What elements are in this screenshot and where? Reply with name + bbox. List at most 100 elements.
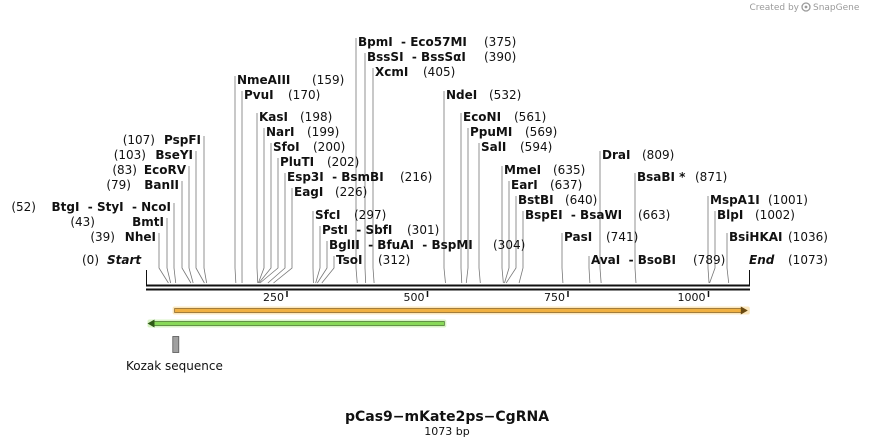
site-leader-sali — [478, 143, 481, 284]
site-position-nhei: (39) — [90, 230, 115, 244]
site-name-banii: BanII — [144, 178, 179, 192]
site-name-ecorv: EcoRV — [144, 163, 187, 177]
site-position-btgi-styi-ncoi: (52) — [11, 200, 36, 214]
features — [147, 306, 750, 353]
ruler: 250 500 750 1000 — [263, 291, 710, 304]
dna-backbone — [146, 270, 750, 291]
site-name-eari: EarI — [511, 178, 538, 192]
site-leader-nari — [257, 128, 265, 284]
site-position-ndei: (532) — [489, 88, 521, 102]
site-leader-bsssi-bsss-i — [364, 53, 367, 284]
site-name-esp3i-bsmbi: Esp3I - BsmBI — [287, 170, 384, 184]
site-position-esp3i-bsmbi: (216) — [400, 170, 432, 184]
site-leader-ppumi — [465, 128, 469, 284]
site-name-drai: DraI — [602, 148, 630, 162]
site-name-avai-bsobi: AvaI - BsoBI — [591, 253, 676, 267]
snapgene-logo-icon — [801, 2, 811, 12]
site-name-bstbi: BstBI — [518, 193, 554, 207]
site-leader-psti-sbfi — [315, 226, 321, 284]
site-leader-pluti — [259, 158, 279, 284]
site-name-bmti: BmtI — [132, 215, 164, 229]
site-name-bseyi: BseYI — [155, 148, 193, 162]
site-name-pvui: PvuI — [244, 88, 274, 102]
site-position-kasi: (198) — [300, 110, 332, 124]
site-position-nmeaiii: (159) — [312, 73, 344, 87]
ruler-tick-label: 1000 — [677, 291, 705, 304]
site-leader-esp3i-bsmbi — [267, 173, 286, 284]
site-leader-nhei — [158, 233, 169, 284]
site-leader-lines — [158, 38, 730, 284]
site-position-avai-bsobi: (789) — [693, 253, 725, 267]
start-label: Start — [107, 253, 142, 267]
orange-feature-bar — [174, 308, 743, 313]
site-leader-bglii-bfuai-bspmi — [317, 241, 328, 284]
watermark-brand: SnapGene — [813, 3, 860, 13]
site-position-drai: (809) — [642, 148, 674, 162]
sequence-length: 1073 bp — [424, 425, 469, 438]
site-position-sfoi: (200) — [313, 140, 345, 154]
site-name-psti-sbfi: PstI - SbfI — [322, 223, 392, 237]
site-position-pasi: (741) — [606, 230, 638, 244]
site-leader-blpi — [709, 211, 716, 284]
site-position-pluti: (202) — [327, 155, 359, 169]
site-leader-drai — [599, 151, 602, 284]
site-leader-bmti — [166, 218, 172, 284]
site-leader-ndei — [443, 91, 446, 284]
site-leader-ecorv — [188, 166, 194, 284]
site-position-mmei: (635) — [553, 163, 585, 177]
site-position-tsoi: (312) — [378, 253, 410, 267]
ruler-tick-label: 500 — [403, 291, 424, 304]
site-leader-nmeaiii — [234, 76, 237, 284]
site-position-eagi: (226) — [335, 185, 367, 199]
site-name-pasi: PasI — [564, 230, 592, 244]
end-position: (1073) — [788, 253, 828, 267]
site-name-mspa1i: MspA1I — [710, 193, 760, 207]
site-leader-econi — [460, 113, 463, 284]
site-position-ecorv: (83) — [112, 163, 137, 177]
green-feature-arrow — [147, 319, 155, 328]
site-position-bsihkai: (1036) — [788, 230, 828, 244]
watermark-prefix: Created by — [749, 3, 799, 13]
site-position-bstbi: (640) — [565, 193, 597, 207]
site-name-econi: EcoNI — [463, 110, 501, 124]
site-name-pluti: PluTI — [280, 155, 314, 169]
site-name-eagi: EagI — [294, 185, 323, 199]
site-name-btgi-styi-ncoi: BtgI - StyI - NcoI — [52, 200, 172, 214]
site-name-nari: NarI — [266, 125, 295, 139]
site-leader-kasi — [256, 113, 259, 284]
kozak-label: Kozak sequence — [126, 359, 223, 373]
site-leader-xcmi — [372, 68, 375, 284]
start-position: (0) — [82, 253, 99, 267]
site-name-ndei: NdeI — [446, 88, 477, 102]
site-position-banii: (79) — [106, 178, 131, 192]
site-name-bsihkai: BsiHKAI — [729, 230, 783, 244]
site-position-bspei-bsawi: (663) — [638, 208, 670, 222]
site-name-bsssi-bsss-i: BssSI - BssSαI — [367, 50, 466, 64]
site-leader-tsoi — [321, 256, 335, 284]
site-position-bsabi: (871) — [695, 170, 727, 184]
site-name-nhei: NheI — [125, 230, 156, 244]
site-position-mspa1i: (1001) — [768, 193, 808, 207]
site-leader-bsihkai — [726, 233, 730, 284]
site-position-bpmi-eco57mi: (375) — [484, 35, 516, 49]
site-leader-bspei-bsawi — [518, 211, 524, 284]
site-leader-bstbi — [505, 196, 517, 284]
site-name-xcmi: XcmI — [375, 65, 408, 79]
site-leader-pspfi — [203, 136, 208, 284]
end-label: End — [749, 253, 775, 267]
sequence-name: pCas9−mKate2ps−CgRNA — [345, 409, 549, 425]
site-leader-btgi-styi-ncoi — [173, 203, 177, 284]
site-leader-bpmi-eco57mi — [355, 38, 358, 284]
site-name-bsabi: BsaBI * — [637, 170, 686, 184]
site-leader-mmei — [501, 166, 504, 284]
site-name-nmeaiii: NmeAIII — [237, 73, 290, 87]
ruler-tick-label: 250 — [263, 291, 284, 304]
site-leader-eari — [504, 181, 510, 284]
kozak-feature-box — [172, 336, 180, 353]
site-leader-eagi — [273, 188, 293, 284]
site-leader-sfoi — [258, 143, 272, 284]
site-name-kasi: KasI — [259, 110, 288, 124]
site-position-ppumi: (569) — [525, 125, 557, 139]
site-labels: PspFI (107)BseYI (103)EcoRV (83) BanII (79) Bt… — [11, 35, 828, 267]
